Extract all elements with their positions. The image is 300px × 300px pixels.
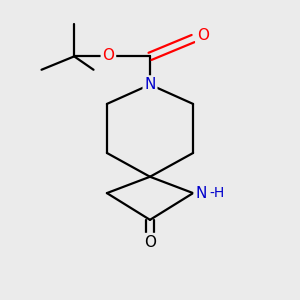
Text: O: O — [102, 48, 114, 63]
Text: O: O — [197, 28, 209, 43]
Text: O: O — [144, 235, 156, 250]
Text: N: N — [144, 77, 156, 92]
Text: N: N — [195, 186, 207, 201]
Text: -H: -H — [209, 186, 225, 200]
